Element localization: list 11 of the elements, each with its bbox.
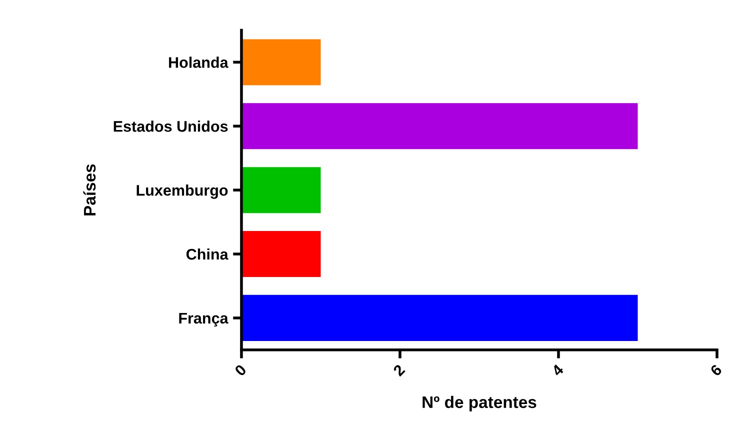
x-tick-label: 4: [551, 364, 564, 377]
x-tick-label: 2: [392, 364, 406, 377]
y-tick-label: Luxemburgo: [136, 184, 228, 199]
x-axis-title: Nº de patentes: [422, 396, 536, 412]
y-tick-label: China: [186, 248, 228, 260]
y-axis-title: Países: [83, 164, 96, 216]
y-tick-label: Estados Unidos: [114, 120, 228, 132]
x-tick-label: 6: [710, 364, 723, 377]
y-tick-label: França: [179, 312, 228, 327]
y-tick-label: Holanda: [169, 56, 228, 68]
x-tick-label: 0: [234, 364, 247, 377]
